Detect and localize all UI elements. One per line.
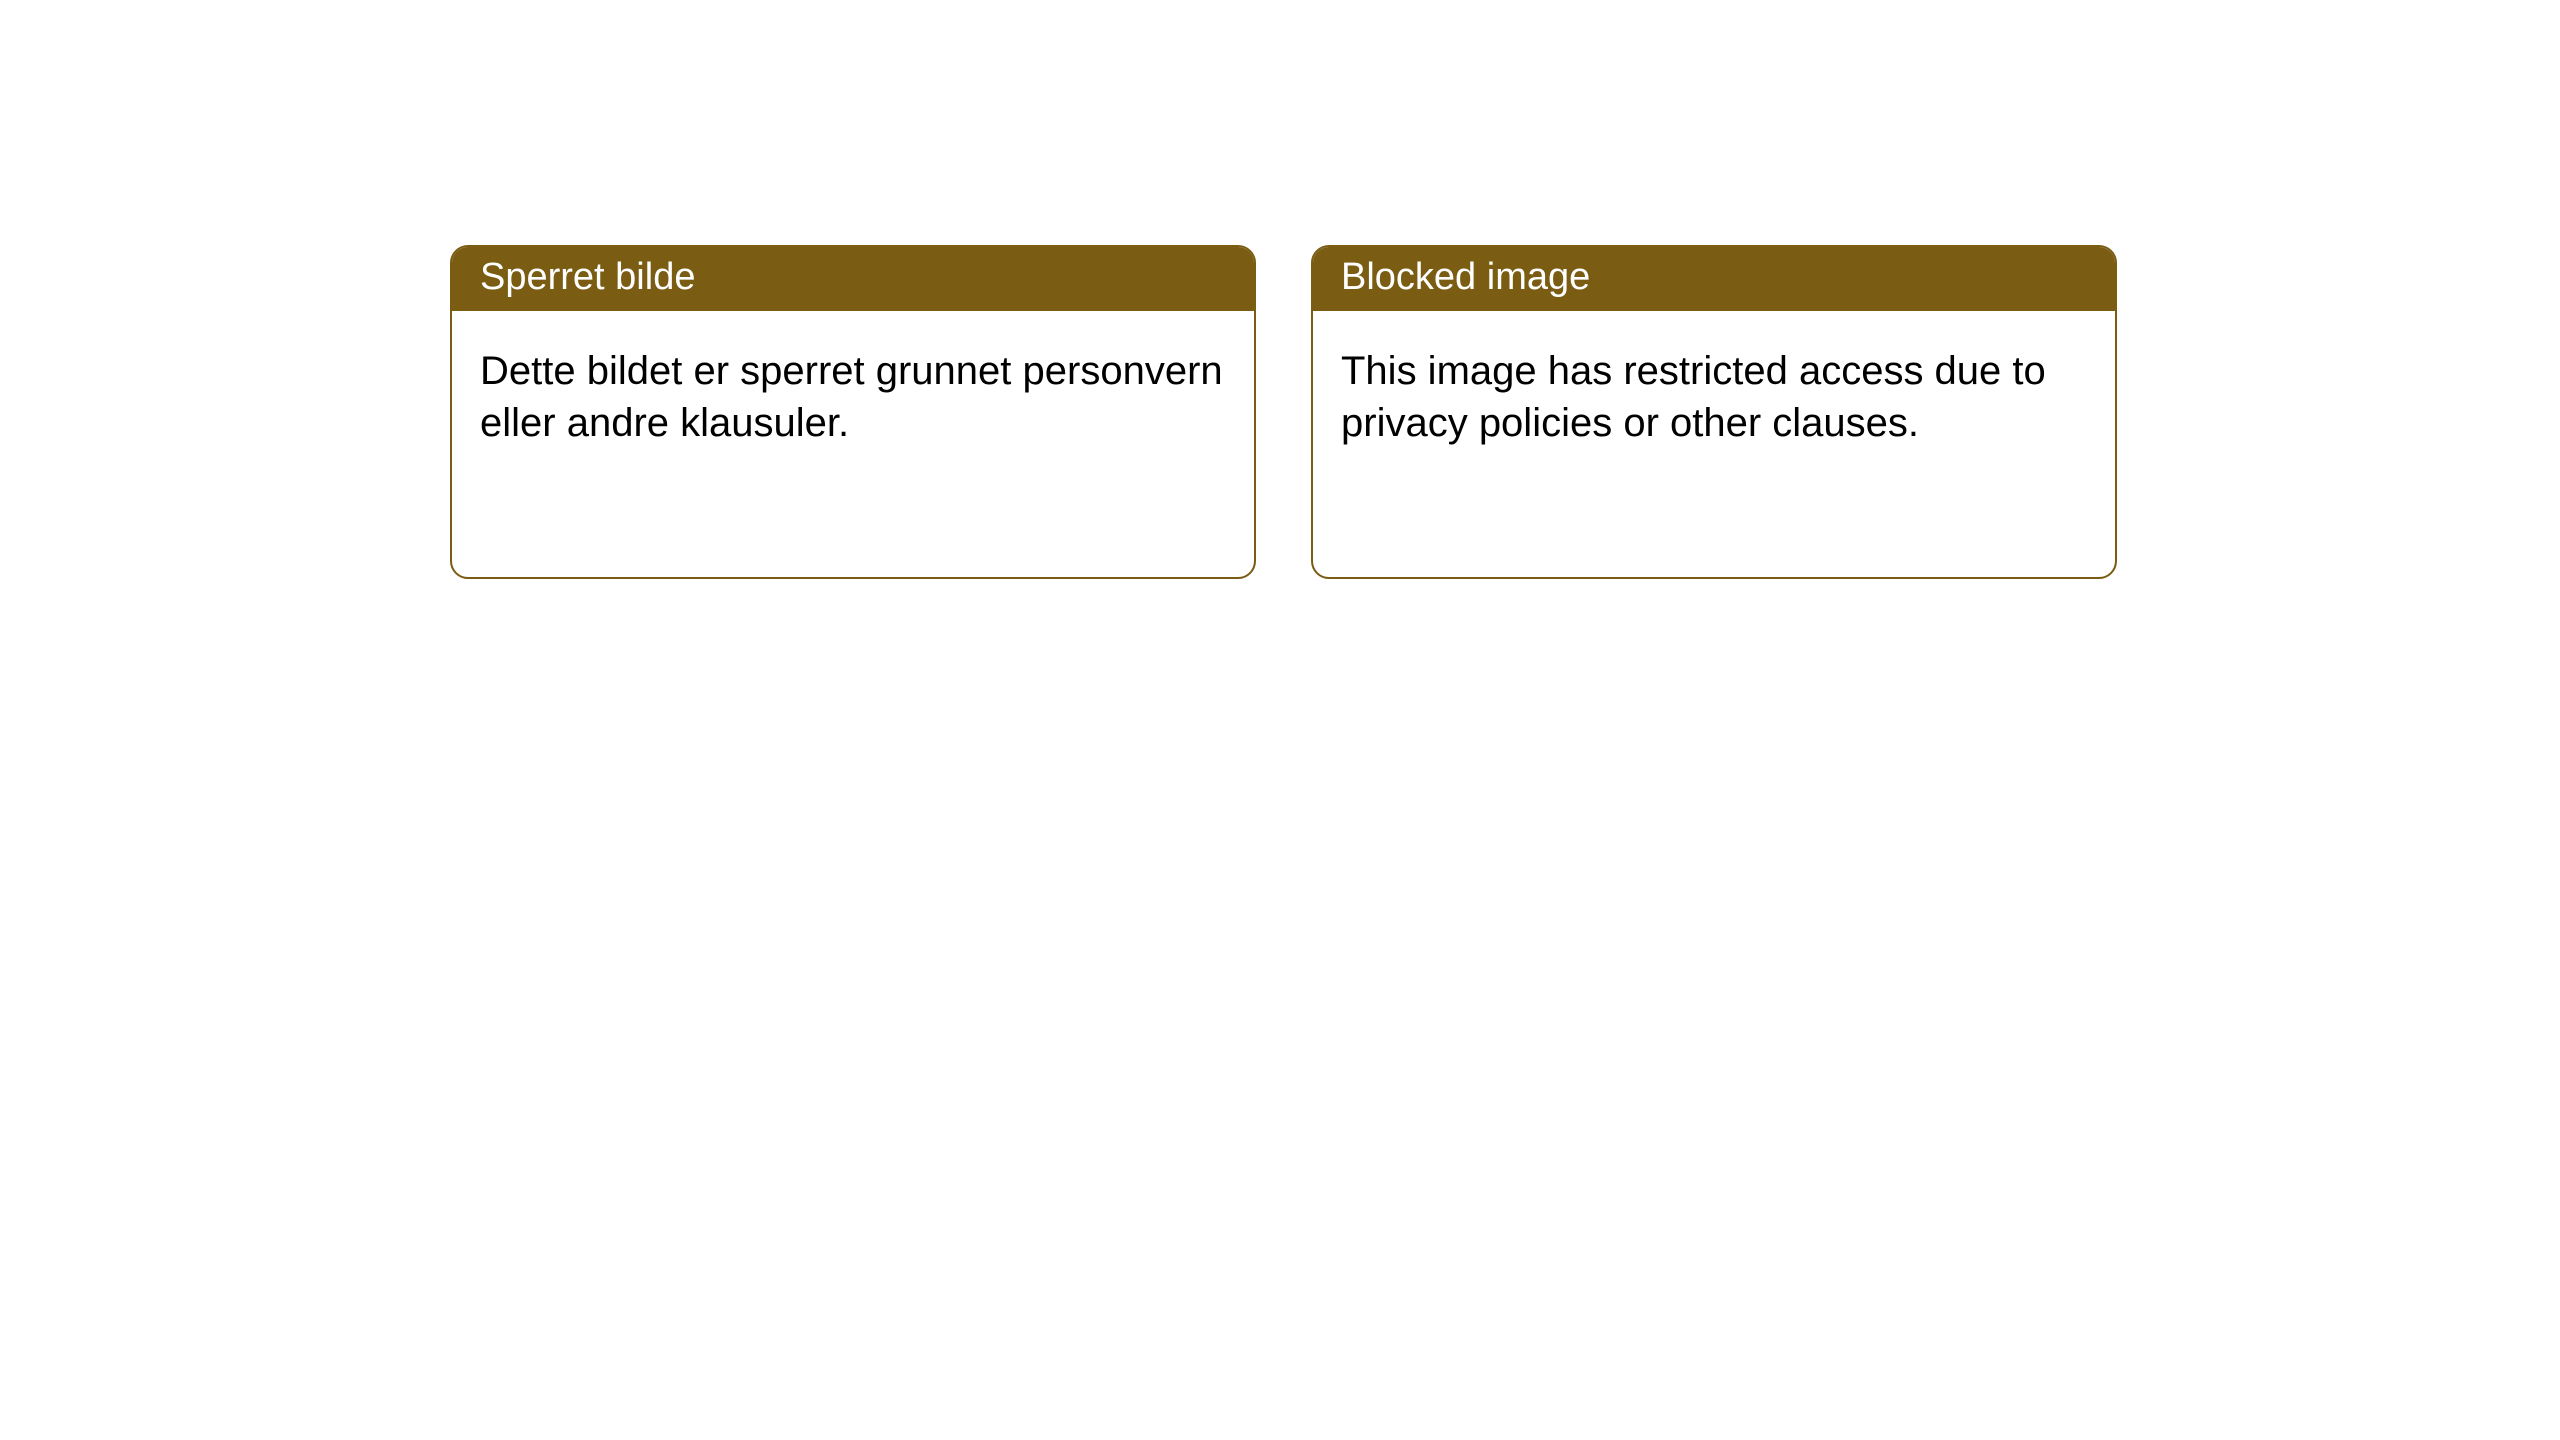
notice-container: Sperret bilde Dette bildet er sperret gr… <box>0 0 2560 579</box>
card-header: Blocked image <box>1313 247 2115 311</box>
notice-card-norwegian: Sperret bilde Dette bildet er sperret gr… <box>450 245 1256 579</box>
card-body: Dette bildet er sperret grunnet personve… <box>452 311 1254 483</box>
card-header: Sperret bilde <box>452 247 1254 311</box>
card-body: This image has restricted access due to … <box>1313 311 2115 483</box>
card-title: Sperret bilde <box>480 256 695 298</box>
card-title: Blocked image <box>1341 256 1590 298</box>
notice-card-english: Blocked image This image has restricted … <box>1311 245 2117 579</box>
card-body-text: Dette bildet er sperret grunnet personve… <box>480 349 1223 445</box>
card-body-text: This image has restricted access due to … <box>1341 349 2046 445</box>
